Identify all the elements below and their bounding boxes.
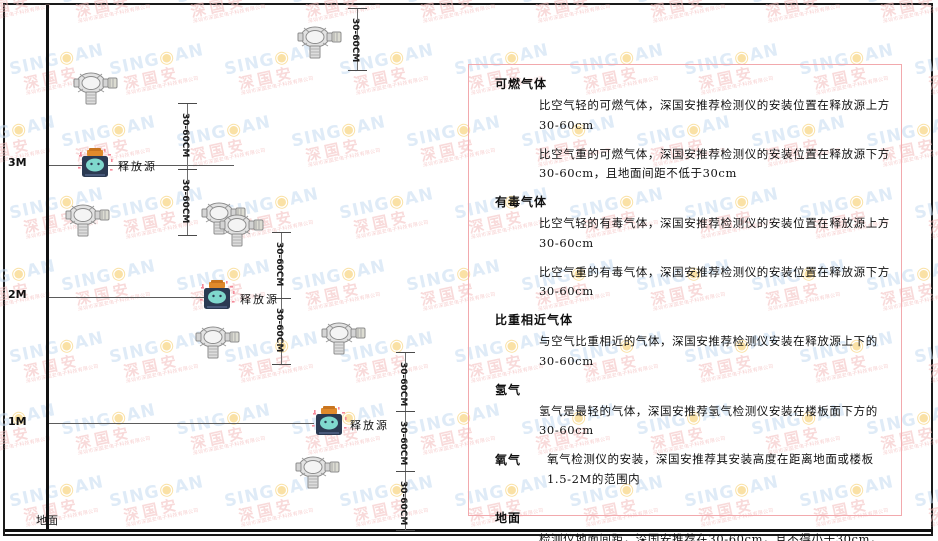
dimension-tick [272, 232, 291, 233]
y-axis [46, 5, 49, 532]
axis-label-3m: 3M [8, 156, 27, 169]
source-1m-label: 释放源 [350, 419, 389, 432]
dimension-col-top: 30-60CM [348, 8, 368, 71]
detector-3m-upper-left [60, 200, 112, 240]
section-paragraph: 氢气是最轻的气体，深国安推荐氢气检测仪安装在楼板面下方的30-60cm [539, 403, 878, 438]
source-1m [312, 406, 348, 438]
detector-1m-lower [290, 452, 342, 492]
axis-label-1m: 1M [8, 415, 27, 428]
dimension-tick [178, 103, 197, 104]
dimension-text: 30-60CM [274, 242, 284, 287]
axis-label-2m: 2M [8, 288, 27, 301]
section-heading: 比重相近气体 [495, 313, 574, 328]
section-paragraph: 氧气检测仪的安装，深国安推荐其安装高度在距离地面或楼板1.5-2M的范围内 [547, 452, 874, 486]
recommendation-panel: 可燃气体比空气轻的可燃气体，深国安推荐检测仪的安装位置在释放源上方30-60cm… [468, 64, 902, 541]
level-2m [49, 297, 224, 298]
dimension-line [405, 352, 406, 530]
section-heading: 地面 [495, 510, 522, 525]
panel-section-ground: 地面检测仪地面间距，深国安推荐在30-60cm，且不得小于30cm，因为过低容易… [479, 509, 891, 541]
panel-section-oxygen-gas: 氧气 氧气检测仪的安装，深国安推荐其安装高度在距离地面或楼板1.5-2M的范围内 [479, 450, 891, 490]
source-3m-label: 释放源 [118, 160, 157, 173]
section-paragraph: 比空气轻的可燃气体，深国安推荐检测仪的安装位置在释放源上方30-60cm [539, 98, 890, 132]
section-heading: 氧气 [495, 453, 522, 468]
dimension-tick [272, 364, 291, 365]
section-paragraph: 与空气比重相近的气体，深国安推荐检测仪安装在释放源上下的30-60cm [539, 334, 878, 368]
detector-3m-center [196, 198, 248, 238]
dimension-col-1m: 30-60CM 30-60CM 30-60CM [396, 352, 416, 531]
dimension-text: 30-60CM [398, 481, 408, 526]
outer-frame [3, 3, 933, 536]
detector-2m-right [316, 318, 368, 358]
section-paragraph: 比空气重的可燃气体，深国安推荐检测仪的安装位置在释放源下方30-60cm，且地面… [539, 146, 890, 181]
level-3m [49, 165, 234, 166]
spacer [479, 499, 891, 509]
dimension-tick [178, 169, 197, 170]
dimension-tick [396, 471, 415, 472]
section-paragraph: 比空气重的有毒气体，深国安推荐检测仪的安装位置在释放源下方30-60cm [539, 264, 890, 299]
dimension-col-3m: 30-60CM 30-60CM [178, 103, 198, 236]
section-paragraph: 检测仪地面间距，深国安推荐在30-60cm，且不得小于30cm，因为过低容易水溅… [539, 531, 883, 541]
panel-section-flammable-gas: 可燃气体比空气轻的可燃气体，深国安推荐检测仪的安装位置在释放源上方30-60cm… [479, 75, 891, 184]
dimension-tick [272, 298, 291, 299]
source-2m-label: 释放源 [240, 293, 279, 306]
ground-label: 地面 [36, 514, 58, 527]
dimension-tick [348, 70, 367, 71]
detector-top-center [292, 22, 344, 62]
dimension-text: 30-60CM [350, 18, 360, 63]
source-2m [200, 280, 236, 312]
dimension-tick [396, 530, 415, 531]
section-heading: 可燃气体 [495, 77, 548, 91]
level-1m [49, 423, 314, 424]
dimension-tick [178, 235, 197, 236]
dimension-col-2m: 30-60CM 30-60CM [272, 232, 292, 365]
section-paragraph: 比空气轻的有毒气体，深国安推荐检测仪的安装位置在释放源上方30-60cm [539, 216, 890, 250]
detector-3m-right [214, 210, 266, 250]
dimension-tick [396, 411, 415, 412]
detector-2m-lower [190, 322, 242, 362]
dimension-tick [396, 352, 415, 353]
dimension-line [357, 8, 358, 70]
source-3m [78, 148, 114, 180]
panel-section-hydrogen-gas: 氢气氢气是最轻的气体，深国安推荐氢气检测仪安装在楼板面下方的30-60cm [479, 381, 891, 442]
dimension-text: 30-60CM [180, 179, 190, 224]
detector-top-left [68, 68, 120, 108]
dimension-text: 30-60CM [398, 362, 408, 407]
dimension-text: 30-60CM [274, 308, 284, 353]
dimension-tick [348, 8, 367, 9]
panel-section-toxic-gas: 有毒气体比空气轻的有毒气体，深国安推荐检测仪的安装位置在释放源上方30-60cm… [479, 193, 891, 302]
dimension-text: 30-60CM [398, 421, 408, 466]
section-heading: 有毒气体 [495, 195, 548, 210]
panel-section-similar-density-gas: 比重相近气体与空气比重相近的气体，深国安推荐检测仪安装在释放源上下的30-60c… [479, 311, 891, 372]
x-axis-ground-line [5, 529, 933, 532]
dimension-text: 30-60CM [180, 113, 190, 158]
section-heading: 氢气 [495, 382, 522, 397]
